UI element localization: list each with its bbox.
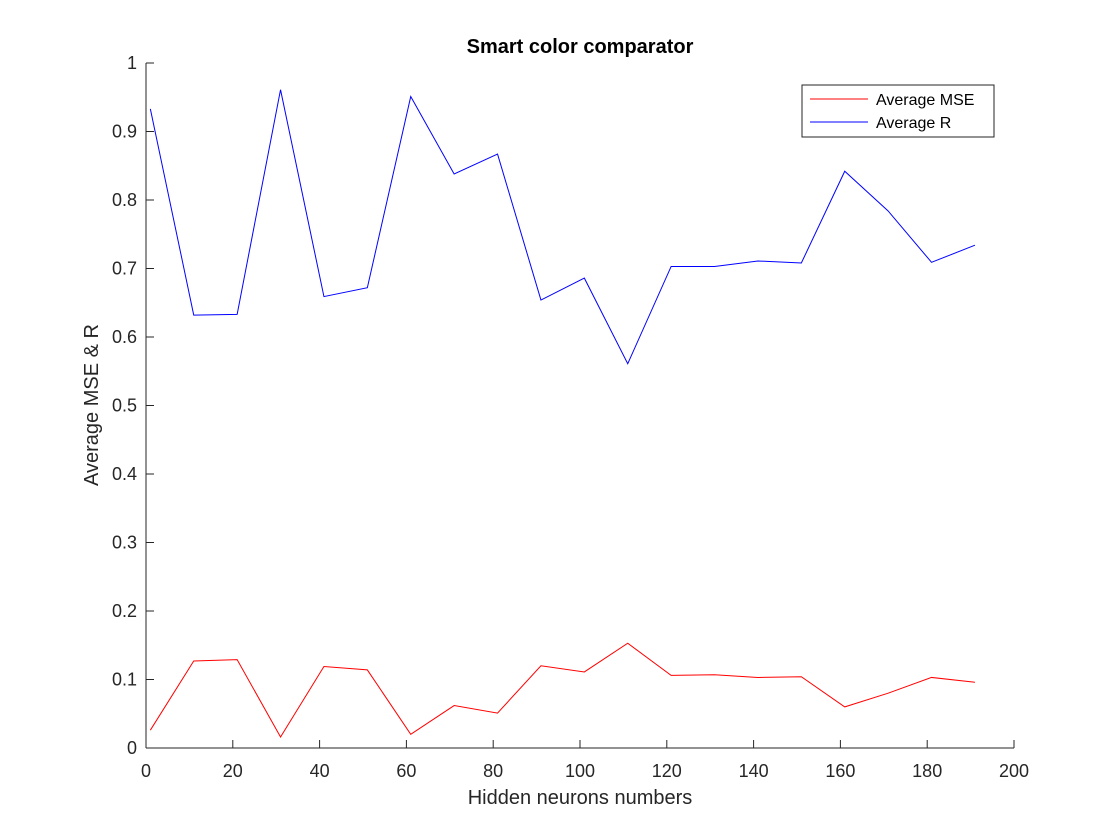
x-tick-label: 160 bbox=[825, 761, 855, 781]
x-tick-label: 140 bbox=[739, 761, 769, 781]
y-tick-label: 0.4 bbox=[112, 464, 137, 484]
x-tick-label: 40 bbox=[310, 761, 330, 781]
x-axis-ticks: 0 20 40 60 80 100 120 140 160 180 200 bbox=[141, 740, 1029, 781]
chart-title: Smart color comparator bbox=[467, 36, 694, 58]
x-tick-label: 100 bbox=[565, 761, 595, 781]
y-tick-label: 0 bbox=[127, 738, 137, 758]
x-tick-label: 200 bbox=[999, 761, 1029, 781]
series-line-average-r bbox=[149, 89, 976, 365]
x-tick-label: 60 bbox=[396, 761, 416, 781]
x-tick-label: 180 bbox=[912, 761, 942, 781]
x-tick-label: 120 bbox=[652, 761, 682, 781]
y-tick-label: 0.7 bbox=[112, 259, 137, 279]
y-tick-label: 0.8 bbox=[112, 190, 137, 210]
x-tick-label: 80 bbox=[483, 761, 503, 781]
y-tick-label: 0.9 bbox=[112, 122, 137, 142]
x-tick-label: 0 bbox=[141, 761, 151, 781]
legend: Average MSE Average R bbox=[801, 84, 995, 138]
plot-area: 0 20 40 60 80 100 120 140 160 180 200 0 0.1 0.2 0.3 0.… bbox=[112, 53, 1029, 781]
y-tick-label: 0.1 bbox=[112, 670, 137, 690]
y-tick-label: 0.6 bbox=[112, 327, 137, 347]
y-tick-label: 0.3 bbox=[112, 533, 137, 553]
y-tick-label: 0.5 bbox=[112, 396, 137, 416]
legend-box bbox=[801, 84, 995, 138]
y-axis-label: Average MSE & R bbox=[81, 324, 103, 486]
series-line-average-mse bbox=[149, 642, 975, 739]
x-tick-label: 20 bbox=[223, 761, 243, 781]
y-tick-label: 0.2 bbox=[112, 601, 137, 621]
legend-label-average-r: Average R bbox=[876, 115, 951, 132]
legend-label-average-mse: Average MSE bbox=[876, 92, 974, 109]
x-axis-label: Hidden neurons numbers bbox=[468, 787, 693, 809]
series-layer bbox=[149, 89, 976, 739]
y-tick-label: 1 bbox=[127, 53, 137, 73]
y-axis-ticks: 0 0.1 0.2 0.3 0.4 0.5 0.6 0.7 0.8 0.9 1 bbox=[112, 53, 154, 758]
